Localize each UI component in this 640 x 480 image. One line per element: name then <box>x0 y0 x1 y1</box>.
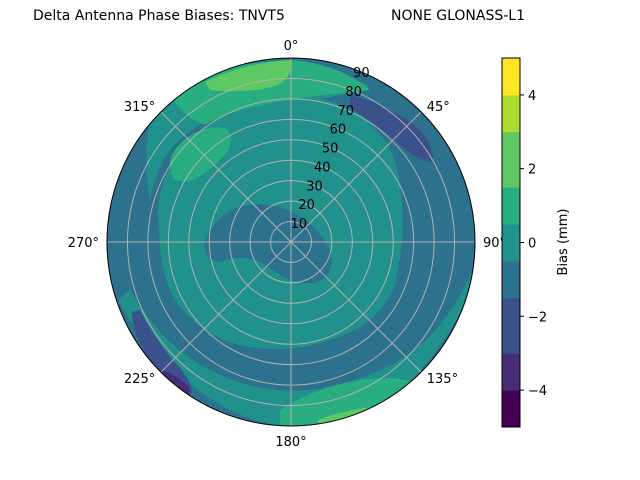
colorbar-band <box>502 131 520 151</box>
peak-top-contour <box>205 60 292 92</box>
angular-tick-label: 270° <box>68 236 99 251</box>
colorbar-band <box>502 113 520 133</box>
polar-disk <box>107 58 475 426</box>
negative-upper-right-contour <box>350 95 433 162</box>
colorbar-band <box>502 371 520 391</box>
colorbar-tick-label: 0 <box>528 237 536 252</box>
colorbar-band <box>502 150 520 170</box>
colorbar-band <box>502 76 520 96</box>
radial-tick-labels: 10 20 30 40 50 60 70 80 90 <box>291 66 370 232</box>
angular-gridline <box>290 111 422 243</box>
colorbar-band <box>502 334 520 354</box>
colorbar-band <box>502 58 520 77</box>
radial-tick-label: 10 <box>291 217 308 232</box>
colorbar-tick-label: −4 <box>528 384 547 399</box>
radial-tick-label: 90 <box>353 66 370 81</box>
colorbar: −4 −2 0 2 4 <box>501 57 547 428</box>
angular-gridline <box>160 241 292 373</box>
angular-tick-label: 225° <box>124 372 155 387</box>
polar-frame <box>106 57 476 427</box>
colorbar-band <box>502 242 520 262</box>
chart-subtitle: NONE GLONASS-L1 <box>391 8 526 24</box>
angular-gridline <box>160 111 292 243</box>
colorbar-band <box>502 94 520 114</box>
angular-tick-label: 90° <box>483 236 506 251</box>
colorbar-band <box>502 408 520 428</box>
angular-tick-label: 0° <box>284 39 299 54</box>
radial-tick-label: 50 <box>322 142 339 157</box>
low-left-contour <box>160 370 191 395</box>
negative-left-contour <box>132 310 192 396</box>
radial-tick-label: 30 <box>306 179 323 194</box>
colorbar-band <box>502 316 520 336</box>
colorbar-band <box>502 279 520 299</box>
radial-tick-label: 60 <box>330 123 347 138</box>
colorbar-band <box>502 297 520 317</box>
angular-tick-label: 135° <box>427 372 458 387</box>
positive-left-contour <box>169 127 232 182</box>
colorbar-band <box>502 224 520 243</box>
radial-tick-label: 40 <box>314 160 331 175</box>
radial-tick-label: 80 <box>345 85 362 100</box>
polar-grid <box>107 58 475 426</box>
colorbar-band <box>502 390 520 410</box>
colorbar-band <box>502 353 520 373</box>
colorbar-tick-label: 2 <box>528 163 536 178</box>
radial-tick-label: 70 <box>337 104 354 119</box>
colorbar-band <box>502 205 520 225</box>
colorbar-band <box>502 187 520 207</box>
colorbar-tick-label: −2 <box>528 310 547 325</box>
colorbar-label: Bias (mm) <box>556 209 571 276</box>
colorbar-tick-label: 4 <box>528 89 536 104</box>
angular-tick-label: 45° <box>427 100 450 115</box>
angular-gridline <box>290 241 422 373</box>
radial-tick-label: 20 <box>298 198 315 213</box>
angular-tick-labels: 0° 45° 90° 135° 180° 225° 270° 315° <box>68 39 506 450</box>
angular-tick-label: 315° <box>124 100 155 115</box>
angular-tick-label: 180° <box>275 435 306 450</box>
chart-title: Delta Antenna Phase Biases: TNVT5 <box>33 8 285 24</box>
colorbar-band <box>502 260 520 280</box>
colorbar-band <box>502 168 520 188</box>
